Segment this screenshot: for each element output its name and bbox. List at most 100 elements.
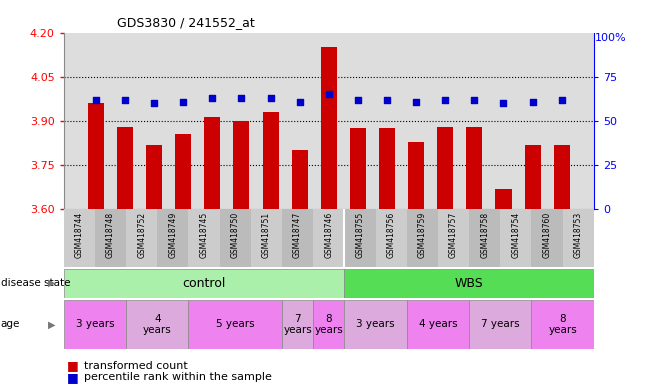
Point — [323, 91, 334, 98]
Point — [440, 97, 451, 103]
Text: GSM418759: GSM418759 — [418, 212, 427, 258]
Point — [352, 97, 363, 103]
Bar — [157, 209, 189, 267]
Text: 4
years: 4 years — [143, 314, 172, 335]
Text: 3 years: 3 years — [76, 319, 114, 329]
Text: 8
years: 8 years — [548, 314, 577, 335]
Text: ▶: ▶ — [48, 319, 56, 329]
Bar — [251, 209, 282, 267]
Bar — [376, 209, 407, 267]
Point — [469, 97, 480, 103]
Bar — [344, 300, 407, 349]
Bar — [501, 209, 531, 267]
Bar — [189, 300, 282, 349]
Text: GSM418751: GSM418751 — [262, 212, 271, 258]
Bar — [554, 144, 570, 209]
Text: 8
years: 8 years — [315, 314, 343, 335]
Text: GSM418749: GSM418749 — [168, 212, 177, 258]
Bar — [469, 209, 501, 267]
Text: 7 years: 7 years — [481, 319, 519, 329]
Text: percentile rank within the sample: percentile rank within the sample — [84, 372, 272, 382]
Bar — [117, 127, 133, 209]
Bar — [126, 209, 157, 267]
Text: GSM418747: GSM418747 — [293, 212, 302, 258]
Bar — [282, 300, 313, 349]
Bar — [407, 209, 438, 267]
Text: GSM418752: GSM418752 — [137, 212, 146, 258]
Point — [556, 97, 567, 103]
Bar — [531, 300, 594, 349]
Bar — [313, 300, 344, 349]
Bar — [95, 209, 126, 267]
Point — [265, 95, 276, 101]
Text: GSM418750: GSM418750 — [231, 212, 240, 258]
Bar — [282, 209, 313, 267]
Bar — [469, 300, 531, 349]
Bar — [407, 300, 469, 349]
Point — [498, 100, 509, 106]
Bar — [344, 269, 594, 298]
Bar — [379, 128, 395, 209]
Text: 4 years: 4 years — [419, 319, 457, 329]
Text: transformed count: transformed count — [84, 361, 188, 371]
Bar — [563, 209, 594, 267]
Bar — [126, 300, 189, 349]
Bar — [64, 209, 95, 267]
Bar — [495, 189, 511, 209]
Text: 100%: 100% — [595, 33, 627, 43]
Bar — [313, 209, 344, 267]
Bar — [466, 127, 482, 209]
Bar — [219, 209, 251, 267]
Point — [178, 98, 189, 104]
Bar — [204, 117, 220, 209]
Text: GSM418757: GSM418757 — [449, 212, 458, 258]
Point — [527, 98, 538, 104]
Text: GSM418744: GSM418744 — [75, 212, 84, 258]
Bar — [64, 300, 126, 349]
Text: disease state: disease state — [1, 278, 70, 288]
Bar — [146, 144, 162, 209]
Bar — [321, 47, 337, 209]
Bar — [531, 209, 563, 267]
Bar — [437, 127, 454, 209]
Bar — [262, 112, 278, 209]
Bar — [408, 142, 424, 209]
Text: GSM418748: GSM418748 — [106, 212, 115, 258]
Bar — [64, 269, 344, 298]
Text: age: age — [1, 319, 20, 329]
Text: GDS3830 / 241552_at: GDS3830 / 241552_at — [117, 16, 255, 29]
Bar — [88, 103, 104, 209]
Text: GSM418754: GSM418754 — [511, 212, 521, 258]
Bar — [350, 128, 366, 209]
Bar — [175, 134, 191, 209]
Text: GSM418755: GSM418755 — [356, 212, 364, 258]
Text: GSM418745: GSM418745 — [199, 212, 209, 258]
Point — [149, 100, 160, 106]
Text: GSM418758: GSM418758 — [480, 212, 489, 258]
Text: ■: ■ — [67, 359, 79, 372]
Bar — [525, 144, 541, 209]
Point — [411, 98, 421, 104]
Point — [91, 97, 101, 103]
Text: ▶: ▶ — [48, 278, 56, 288]
Bar — [292, 151, 308, 209]
Text: control: control — [183, 277, 225, 290]
Bar — [438, 209, 469, 267]
Text: 5 years: 5 years — [216, 319, 254, 329]
Text: 3 years: 3 years — [356, 319, 395, 329]
Text: GSM418756: GSM418756 — [386, 212, 396, 258]
Text: GSM418760: GSM418760 — [543, 212, 552, 258]
Point — [236, 95, 247, 101]
Text: 7
years: 7 years — [283, 314, 312, 335]
Point — [207, 95, 217, 101]
Text: WBS: WBS — [455, 277, 484, 290]
Text: ■: ■ — [67, 371, 79, 384]
Bar — [189, 209, 219, 267]
Point — [119, 97, 130, 103]
Point — [382, 97, 393, 103]
Bar — [234, 121, 250, 209]
Text: GSM418746: GSM418746 — [324, 212, 333, 258]
Bar — [344, 209, 376, 267]
Text: GSM418753: GSM418753 — [574, 212, 582, 258]
Point — [295, 98, 305, 104]
